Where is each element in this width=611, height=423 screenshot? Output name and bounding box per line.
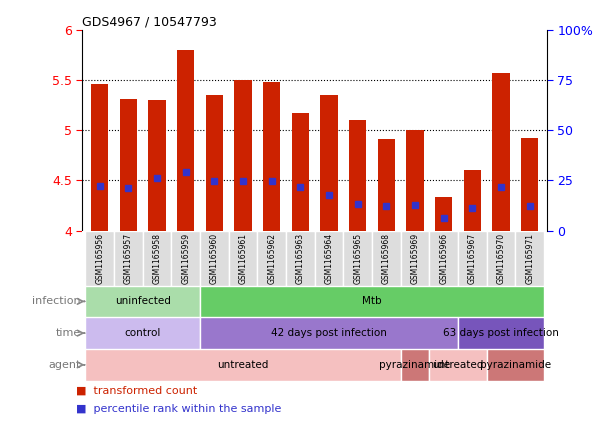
Bar bbox=[171, 231, 200, 286]
Text: GSM1165971: GSM1165971 bbox=[525, 233, 534, 283]
Text: untreated: untreated bbox=[218, 360, 269, 370]
Bar bbox=[235, 80, 252, 231]
Text: 42 days post infection: 42 days post infection bbox=[271, 328, 387, 338]
Text: pyrazinamide: pyrazinamide bbox=[379, 360, 450, 370]
Text: GSM1165963: GSM1165963 bbox=[296, 233, 305, 283]
Text: ■  transformed count: ■ transformed count bbox=[76, 385, 197, 395]
Bar bbox=[458, 231, 486, 286]
Text: GSM1165968: GSM1165968 bbox=[382, 233, 391, 283]
Bar bbox=[401, 231, 430, 286]
Bar bbox=[86, 286, 200, 317]
Text: GSM1165960: GSM1165960 bbox=[210, 233, 219, 283]
Bar bbox=[315, 231, 343, 286]
Text: infection: infection bbox=[32, 297, 81, 306]
Bar bbox=[177, 50, 194, 231]
Bar bbox=[464, 170, 481, 231]
Text: untreated: untreated bbox=[433, 360, 484, 370]
Bar bbox=[286, 231, 315, 286]
Bar bbox=[486, 231, 515, 286]
Text: pyrazinamide: pyrazinamide bbox=[480, 360, 551, 370]
Bar bbox=[86, 349, 401, 381]
Bar bbox=[229, 231, 257, 286]
Text: GSM1165964: GSM1165964 bbox=[324, 233, 334, 283]
Bar bbox=[200, 317, 458, 349]
Bar bbox=[206, 95, 223, 231]
Bar bbox=[401, 349, 430, 381]
Bar bbox=[91, 84, 108, 231]
Text: control: control bbox=[125, 328, 161, 338]
Bar bbox=[430, 349, 486, 381]
Bar bbox=[143, 231, 171, 286]
Text: GSM1165956: GSM1165956 bbox=[95, 233, 104, 283]
Text: uninfected: uninfected bbox=[115, 297, 170, 306]
Bar bbox=[200, 286, 544, 317]
Bar bbox=[486, 349, 544, 381]
Text: GSM1165962: GSM1165962 bbox=[267, 233, 276, 283]
Text: GSM1165959: GSM1165959 bbox=[181, 233, 190, 283]
Bar bbox=[349, 120, 366, 231]
Bar bbox=[515, 231, 544, 286]
Text: GSM1165969: GSM1165969 bbox=[411, 233, 420, 283]
Text: GSM1165961: GSM1165961 bbox=[238, 233, 247, 283]
Bar bbox=[86, 317, 200, 349]
Bar bbox=[114, 231, 143, 286]
Text: GSM1165970: GSM1165970 bbox=[497, 233, 505, 283]
Bar bbox=[148, 100, 166, 231]
Text: GSM1165967: GSM1165967 bbox=[468, 233, 477, 283]
Bar bbox=[458, 317, 544, 349]
Bar bbox=[406, 130, 423, 231]
Text: Mtb: Mtb bbox=[362, 297, 382, 306]
Text: ■  percentile rank within the sample: ■ percentile rank within the sample bbox=[76, 404, 282, 414]
Bar bbox=[435, 198, 452, 231]
Bar bbox=[521, 138, 538, 231]
Bar bbox=[120, 99, 137, 231]
Bar bbox=[200, 231, 229, 286]
Text: GSM1165957: GSM1165957 bbox=[124, 233, 133, 283]
Bar bbox=[372, 231, 401, 286]
Text: GSM1165966: GSM1165966 bbox=[439, 233, 448, 283]
Bar bbox=[257, 231, 286, 286]
Text: 63 days post infection: 63 days post infection bbox=[443, 328, 559, 338]
Bar bbox=[378, 139, 395, 231]
Text: agent: agent bbox=[49, 360, 81, 370]
Bar bbox=[320, 95, 338, 231]
Bar bbox=[86, 231, 114, 286]
Text: GSM1165958: GSM1165958 bbox=[153, 233, 161, 283]
Text: GSM1165965: GSM1165965 bbox=[353, 233, 362, 283]
Text: time: time bbox=[56, 328, 81, 338]
Bar bbox=[430, 231, 458, 286]
Text: GDS4967 / 10547793: GDS4967 / 10547793 bbox=[82, 16, 218, 28]
Bar bbox=[263, 82, 280, 231]
Bar bbox=[291, 113, 309, 231]
Bar bbox=[492, 73, 510, 231]
Bar bbox=[343, 231, 372, 286]
